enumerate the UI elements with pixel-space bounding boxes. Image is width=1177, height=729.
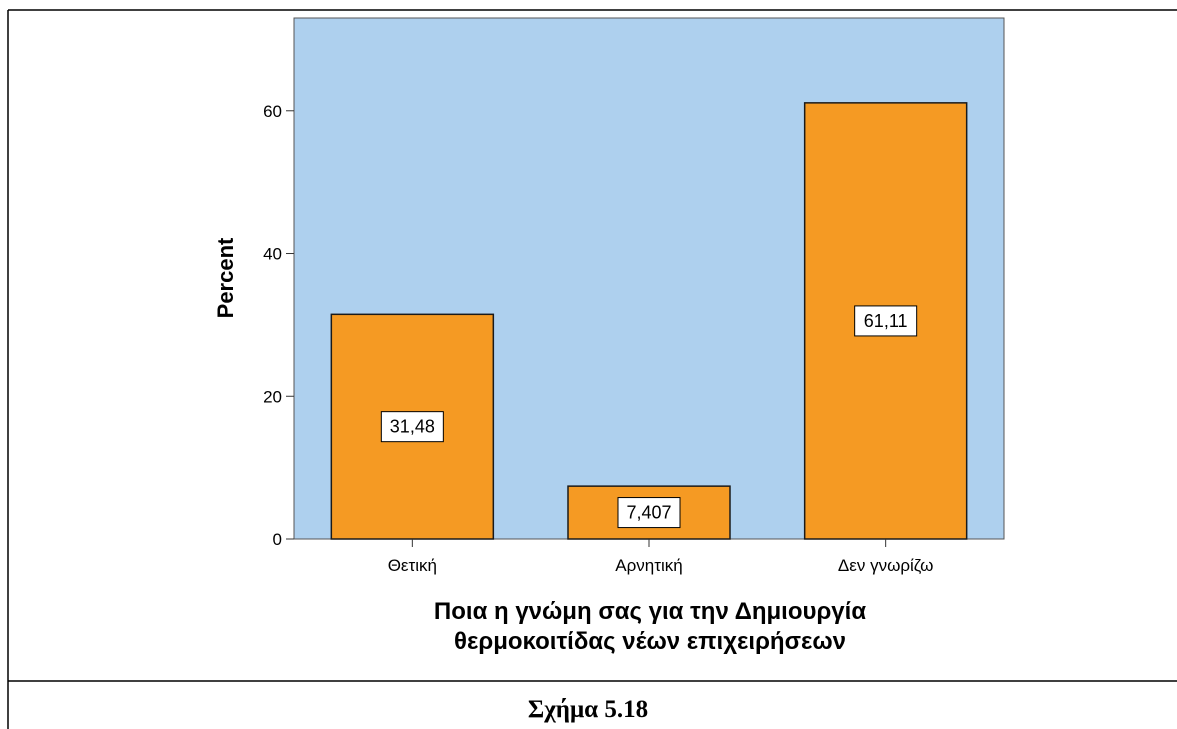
y-axis: 0 20 40 60 — [263, 102, 294, 549]
x-tick-label: Αρνητική — [615, 556, 682, 575]
y-tick-label: 0 — [273, 530, 282, 549]
x-axis-label-line-2: θερμοκοιτίδας νέων επιχειρήσεων — [454, 628, 846, 655]
y-tick-label: 40 — [263, 245, 282, 264]
figure-caption: Σχήμα 5.18 — [528, 696, 648, 723]
data-label-box — [380, 411, 444, 443]
bars-group: 31,48 7,407 61,11 — [330, 102, 968, 540]
data-label: 61,11 — [864, 311, 908, 331]
x-tick-label: Θετική — [388, 556, 437, 575]
y-tick-label: 60 — [263, 102, 282, 121]
y-axis-label: Percent — [213, 237, 238, 318]
bar-chart: 0 20 40 60 31,48 7,407 61,11 Θετική Αρνητική Δε… — [213, 17, 1005, 655]
data-label-box — [617, 497, 681, 529]
data-label: 7,407 — [626, 503, 671, 523]
y-tick-label: 20 — [263, 387, 282, 406]
x-axis-label-line-1: Ποια η γνώμη σας για την Δημιουργία — [434, 598, 866, 625]
x-tick-label: Δεν γνωρίζω — [838, 556, 934, 575]
data-label-box — [854, 305, 918, 337]
data-label: 31,48 — [390, 417, 435, 437]
x-axis: Θετική Αρνητική Δεν γνωρίζω — [388, 539, 934, 575]
